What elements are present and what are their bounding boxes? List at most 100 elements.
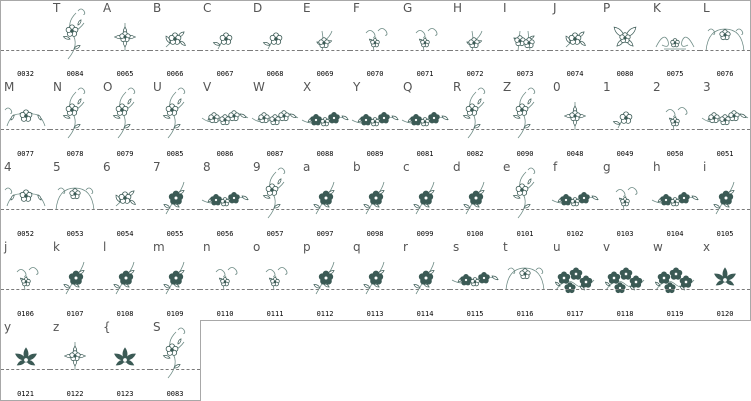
glyph-character: 4: [4, 160, 12, 174]
glyph-character: 0: [553, 80, 561, 94]
glyph-character: m: [153, 240, 165, 254]
glyph-code: 0089: [366, 150, 384, 158]
baseline-rule: [200, 129, 250, 130]
glyph-cell: b 0098: [350, 160, 401, 241]
glyph-code: 0107: [66, 310, 84, 318]
ornament-glyph-icon: [163, 181, 185, 215]
glyph-character: I: [503, 1, 507, 15]
glyph-code: 0121: [17, 390, 34, 398]
glyph-cell: g 0103: [600, 160, 651, 241]
ornament-glyph-icon: [1, 1, 51, 71]
baseline-rule: [50, 129, 100, 130]
glyph-cell: p 0112: [300, 240, 351, 321]
glyph-character: C: [203, 1, 212, 15]
baseline-rule: [1, 369, 50, 370]
ornament-glyph-icon: [415, 28, 438, 52]
baseline-rule: [100, 289, 150, 290]
glyph-character: y: [4, 320, 12, 334]
ornament-glyph-icon: [301, 111, 349, 127]
glyph-cell: J 0074: [550, 0, 601, 81]
glyph-character: a: [303, 160, 311, 174]
glyph-character: q: [353, 240, 361, 254]
glyph-cell: 3 0051: [700, 80, 751, 161]
ornament-glyph-icon: [505, 267, 545, 291]
glyph-character: j: [4, 240, 8, 254]
ornament-glyph-icon: [201, 191, 249, 207]
glyph-character: d: [453, 160, 461, 174]
glyph-cell: Q 0081: [400, 80, 451, 161]
glyph-code: 0050: [666, 150, 684, 158]
ornament-glyph-icon: [64, 342, 86, 370]
ornament-glyph-icon: [265, 267, 288, 291]
glyph-code: 0109: [166, 310, 184, 318]
ornament-glyph-icon: [651, 191, 699, 207]
baseline-rule: [150, 369, 200, 370]
glyph-code: 0067: [216, 70, 234, 78]
glyph-cell: 0032: [0, 0, 51, 81]
glyph-code: 0108: [116, 310, 134, 318]
ornament-glyph-icon: [15, 347, 37, 366]
baseline-rule: [1, 50, 50, 51]
glyph-cell: {0123: [100, 320, 151, 401]
glyph-cell: s 0115: [450, 240, 501, 321]
glyph-character: 5: [53, 160, 61, 174]
baseline-rule: [600, 50, 650, 51]
glyph-cell: T 0084: [50, 0, 101, 81]
glyph-character: Z: [503, 80, 512, 94]
ornament-glyph-icon: [705, 28, 745, 52]
glyph-character: c: [403, 160, 410, 174]
glyph-character: F: [353, 1, 360, 15]
ornament-glyph-icon: [115, 190, 136, 207]
glyph-cell: d 0100: [450, 160, 501, 241]
ornament-glyph-icon: [565, 31, 586, 48]
glyph-character: k: [53, 240, 60, 254]
ornament-glyph-icon: [16, 267, 39, 291]
ornament-glyph-icon: [313, 261, 335, 295]
glyph-character: O: [103, 80, 113, 94]
glyph-cell: 7 0055: [150, 160, 201, 241]
baseline-rule: [1, 209, 50, 210]
glyph-code: 0048: [566, 150, 584, 158]
glyph-code: 0057: [266, 230, 284, 238]
glyph-character: r: [403, 240, 408, 254]
baseline-rule: [100, 369, 150, 370]
glyph-cell: 0 0048: [550, 80, 601, 161]
glyph-code: 0087: [266, 150, 284, 158]
glyph-character: t: [503, 240, 508, 254]
glyph-character: H: [453, 1, 463, 15]
glyph-code: 0081: [416, 150, 434, 158]
glyph-cell: u 0117: [550, 240, 601, 321]
glyph-cell: 6 0054: [100, 160, 151, 241]
glyph-character: R: [453, 80, 462, 94]
glyph-code: 0066: [166, 70, 184, 78]
glyph-code: 0104: [666, 230, 684, 238]
glyph-cell: A 0065: [100, 0, 151, 81]
baseline-rule: [350, 50, 400, 51]
glyph-character: T: [53, 1, 61, 15]
glyph-cell: y 0121: [0, 320, 51, 401]
glyph-cell: C 0067: [200, 0, 251, 81]
ornament-glyph-icon: [413, 261, 435, 295]
glyph-code: 0051: [716, 150, 734, 158]
baseline-rule: [600, 129, 650, 130]
glyph-cell: U 0085: [150, 80, 201, 161]
ornament-glyph-icon: [665, 107, 688, 131]
glyph-cell: L 0076: [700, 0, 751, 81]
glyph-cell: W 0087: [250, 80, 301, 161]
ornament-glyph-icon: [316, 30, 333, 52]
glyph-character: M: [4, 80, 15, 94]
glyph-code: 0075: [666, 70, 684, 78]
baseline-rule: [650, 209, 700, 210]
baseline-rule: [400, 289, 450, 290]
ornament-glyph-icon: [615, 187, 638, 211]
glyph-character: N: [53, 80, 62, 94]
glyph-character: G: [403, 1, 413, 15]
glyph-code: 0120: [716, 310, 734, 318]
baseline-rule: [50, 289, 100, 290]
ornament-glyph-icon: [413, 181, 435, 215]
baseline-rule: [700, 209, 750, 210]
glyph-character: 3: [703, 80, 711, 94]
glyph-code: 0074: [566, 70, 584, 78]
baseline-rule: [550, 129, 600, 130]
glyph-character: E: [303, 1, 311, 15]
